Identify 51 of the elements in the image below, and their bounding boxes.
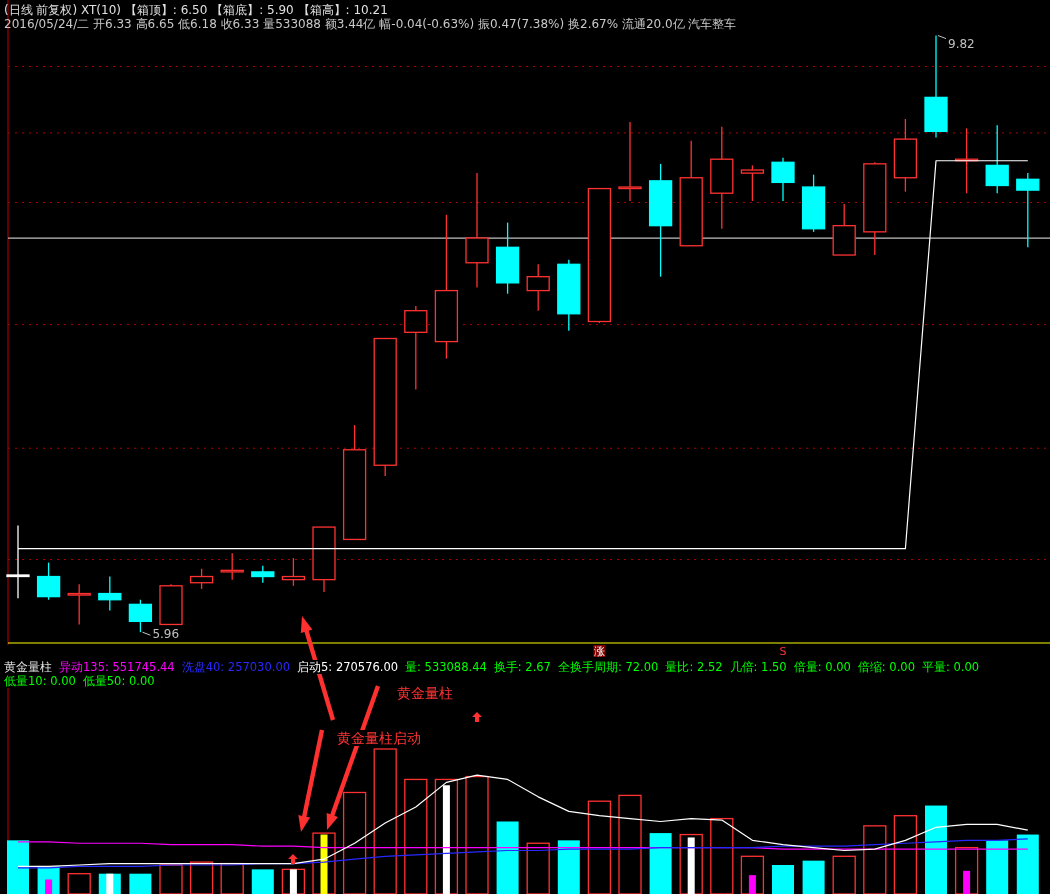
candlestick bbox=[36, 561, 61, 601]
candlestick bbox=[189, 568, 214, 590]
bar bbox=[963, 870, 971, 894]
text: 低量50: 0.00 bbox=[82, 674, 155, 688]
text: 黄金量柱启动 bbox=[337, 730, 421, 746]
candlestick bbox=[220, 552, 244, 581]
bar bbox=[925, 805, 947, 894]
annotation: 5.96 bbox=[152, 627, 180, 642]
bar bbox=[649, 833, 672, 894]
text: 换手: 2.67 bbox=[493, 660, 551, 674]
candlestick bbox=[771, 157, 795, 202]
candlestick bbox=[281, 557, 306, 587]
candlestick bbox=[618, 121, 642, 202]
text: 黄金量柱 bbox=[397, 685, 453, 701]
chart-title: (日线 前复权) XT(10) 【箱顶】: 6.50 【箱底】: 5.90 【箱高】: 10.21 bbox=[4, 3, 388, 17]
text: 2016/05/24/二 开6.33 高6.65 低6.18 收6.33 量533088 额3.44亿 幅-0.04(-0.63%) 振0.47(7.38%) 换2.67% 流通20.0亿 汽车整车 bbox=[4, 17, 737, 31]
text: 量: 533088.44 bbox=[405, 660, 487, 674]
text: 洗盘40: 257030.00 bbox=[181, 660, 291, 674]
bar bbox=[106, 873, 114, 894]
candlestick bbox=[1016, 172, 1040, 248]
text: 量比: 2.52 bbox=[665, 660, 723, 674]
bar bbox=[802, 860, 825, 894]
bar bbox=[251, 869, 274, 894]
bar bbox=[45, 879, 53, 894]
annotation: 9.82 bbox=[948, 36, 975, 51]
text: 异动135: 551745.44 bbox=[59, 660, 175, 674]
bar bbox=[986, 840, 1009, 894]
chart-title: 黄金量柱 bbox=[4, 660, 52, 674]
bar bbox=[1016, 834, 1039, 894]
candlestick bbox=[985, 124, 1009, 194]
bar bbox=[557, 840, 580, 894]
candlestick bbox=[67, 583, 91, 626]
bar bbox=[772, 865, 794, 894]
bar bbox=[7, 840, 29, 894]
text: 倍缩: 0.00 bbox=[857, 660, 915, 674]
bar bbox=[496, 821, 519, 894]
text: 倍量: 0.00 bbox=[793, 660, 851, 674]
text: 平量: 0.00 bbox=[921, 660, 980, 674]
bar bbox=[748, 875, 756, 894]
text: S bbox=[779, 645, 787, 658]
candlestick bbox=[740, 164, 765, 202]
candlestick bbox=[404, 305, 428, 391]
text: 涨 bbox=[593, 645, 605, 658]
text: 全换手周期: 72.00 bbox=[557, 660, 659, 674]
text: 几倍: 1.50 bbox=[729, 660, 787, 674]
bar bbox=[129, 873, 152, 894]
candlestick bbox=[526, 263, 550, 312]
text: 低量10: 0.00 bbox=[4, 674, 76, 688]
text: 启动5: 270576.00 bbox=[297, 660, 399, 674]
candlestick bbox=[98, 575, 122, 612]
candlestick bbox=[128, 599, 153, 633]
